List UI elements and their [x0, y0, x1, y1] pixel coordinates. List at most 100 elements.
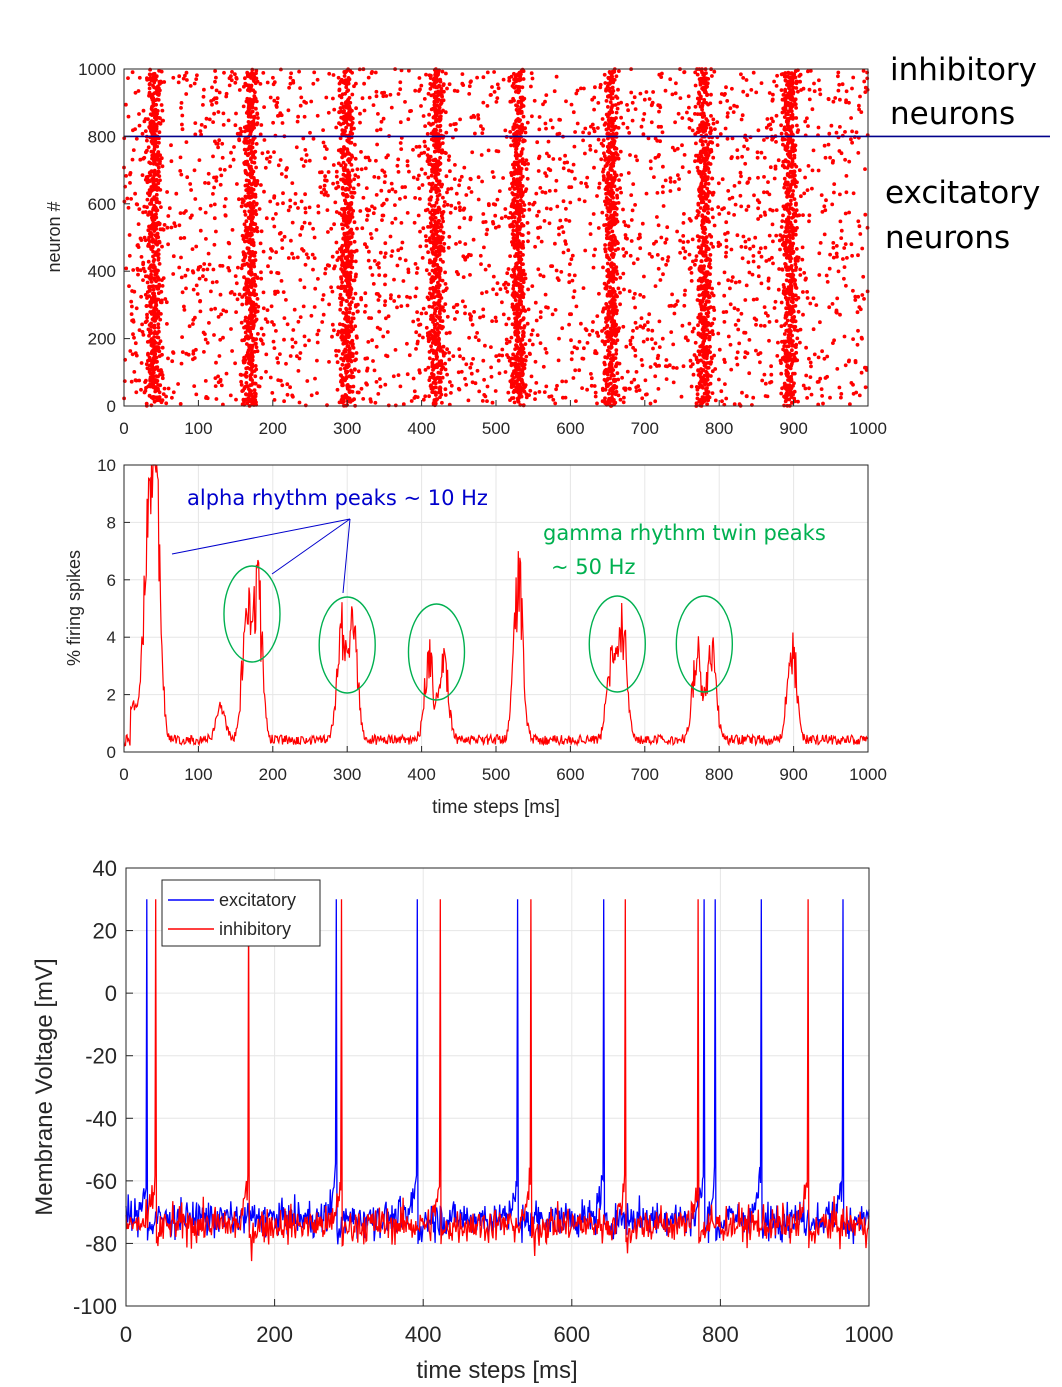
spike-dot — [704, 101, 709, 105]
spike-dot — [783, 78, 788, 83]
spike-dot — [347, 389, 352, 394]
spike-dot — [779, 123, 783, 128]
spike-dot — [148, 300, 153, 305]
spike-dot — [779, 88, 784, 92]
spike-dot — [438, 386, 443, 390]
spike-dot — [253, 394, 258, 399]
spike-dot — [512, 215, 517, 220]
spike-dot — [149, 185, 154, 190]
spike-dot — [382, 255, 387, 259]
spike-dot — [153, 346, 158, 351]
spike-dot — [151, 109, 156, 114]
spike-dot — [511, 352, 515, 357]
spike-dot — [147, 266, 152, 271]
spike-dot — [345, 225, 350, 229]
spike-dot — [159, 368, 163, 372]
spike-dot — [252, 178, 257, 183]
spike-dot — [792, 389, 797, 394]
spike-dot — [715, 143, 720, 148]
spike-dot — [241, 104, 246, 109]
spike-dot — [244, 366, 249, 371]
spike-dot — [791, 189, 795, 193]
spike-dot — [711, 155, 716, 160]
spike-dot — [819, 193, 824, 198]
spike-dot — [511, 96, 515, 101]
spike-dot — [437, 108, 441, 113]
spike-dot — [784, 391, 789, 395]
spike-dot — [149, 198, 154, 203]
spike-dot — [154, 303, 159, 308]
spike-dot — [435, 194, 440, 199]
spike-dot — [149, 106, 154, 111]
spike-dot — [340, 400, 345, 405]
spike-dot — [153, 186, 158, 191]
spike-dot — [255, 121, 260, 125]
spike-dot — [178, 155, 183, 160]
spike-dot — [425, 153, 430, 158]
spike-dot — [491, 274, 496, 279]
spike-dot — [783, 289, 788, 294]
spike-dot — [783, 399, 788, 404]
spike-dot — [443, 361, 447, 366]
spike-dot — [567, 322, 571, 327]
spike-dot — [152, 71, 157, 76]
spike-dot — [782, 185, 787, 190]
spike-dot — [789, 338, 794, 343]
spike-dot — [247, 296, 252, 301]
spike-dot — [509, 143, 513, 148]
spike-dot — [701, 360, 706, 365]
spike-dot — [248, 255, 252, 260]
spike-dot — [370, 338, 374, 343]
spike-dot — [156, 335, 161, 340]
spike-dot — [151, 342, 156, 346]
spike-dot — [604, 286, 609, 291]
spike-dot — [724, 220, 729, 225]
spike-dot — [514, 138, 519, 143]
spike-dot — [510, 362, 515, 367]
spike-dot — [281, 290, 286, 294]
spike-dot — [246, 290, 251, 295]
spike-dot — [793, 345, 798, 349]
spike-dot — [544, 384, 549, 389]
spike-dot — [510, 384, 515, 388]
spike-dot — [269, 304, 274, 309]
spike-dot — [591, 212, 596, 216]
spike-dot — [151, 309, 156, 314]
spike-dot — [436, 265, 441, 270]
spike-dot — [246, 319, 251, 324]
spike-dot — [346, 243, 351, 248]
spike-dot — [149, 226, 154, 231]
spike-dot — [612, 139, 617, 144]
spike-dot — [144, 401, 149, 406]
spike-dot — [254, 345, 259, 350]
spike-dot — [250, 105, 255, 110]
spike-dot — [612, 202, 617, 207]
spike-dot — [133, 191, 138, 196]
spike-dot — [339, 257, 344, 262]
spike-dot — [251, 187, 256, 192]
spike-dot — [434, 385, 438, 390]
spike-dot — [147, 90, 152, 95]
spike-dot — [776, 158, 781, 163]
spike-dot — [698, 206, 703, 210]
spike-dot — [614, 322, 618, 327]
spike-dot — [439, 324, 444, 329]
spike-dot — [483, 343, 487, 348]
spike-dot — [848, 402, 852, 406]
spike-dot — [340, 226, 345, 231]
spike-dot — [702, 264, 706, 268]
spike-dot — [129, 299, 134, 304]
spike-dot — [744, 138, 749, 143]
spike-dot — [728, 342, 733, 347]
spike-dot — [731, 110, 736, 114]
spike-dot — [345, 259, 350, 264]
spike-dot — [788, 89, 792, 94]
spike-dot — [154, 221, 159, 226]
spike-dot — [790, 315, 795, 320]
spike-dot — [789, 71, 794, 76]
spike-dot — [665, 225, 670, 230]
spike-dot — [274, 212, 278, 216]
spike-dot — [219, 383, 224, 388]
spike-dot — [696, 368, 701, 373]
spike-dot — [242, 286, 247, 290]
